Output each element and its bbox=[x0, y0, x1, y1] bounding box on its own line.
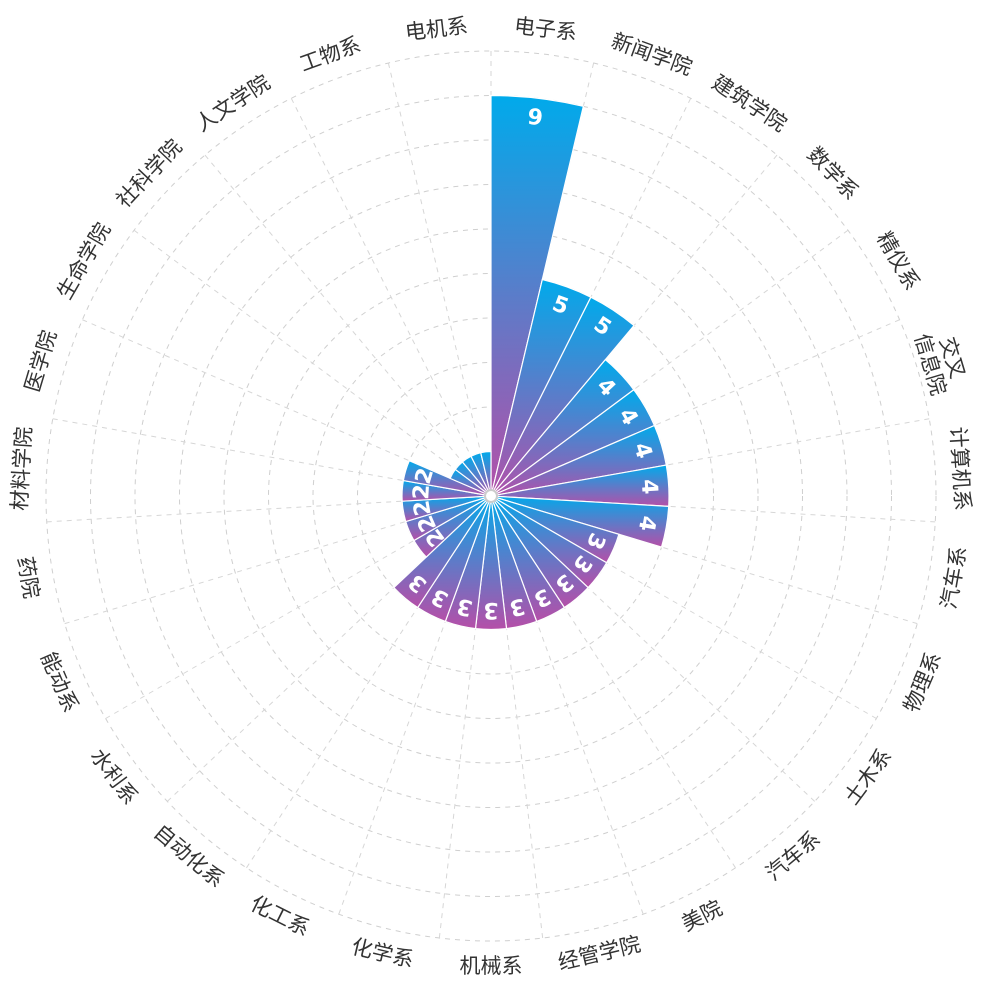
category-label: 生命学院 bbox=[53, 219, 116, 304]
grid-ring bbox=[223, 228, 759, 764]
sector-bar[interactable] bbox=[393, 495, 492, 609]
grid-spoke bbox=[290, 98, 492, 497]
category-label: 精仪系 bbox=[872, 228, 924, 295]
category-label: 物理系 bbox=[899, 648, 946, 715]
category-label: 医学院 bbox=[20, 328, 61, 395]
data-label: 3 bbox=[483, 597, 498, 622]
category-label: 电机系 bbox=[404, 14, 469, 45]
category-label: 土木系 bbox=[840, 744, 897, 809]
category-label: 经管学院 bbox=[556, 932, 643, 975]
category-label: 能动系 bbox=[36, 648, 83, 715]
grid-ring bbox=[45, 50, 937, 942]
category-label: 建筑学院 bbox=[708, 70, 791, 136]
data-label: 2 bbox=[411, 465, 439, 487]
data-label: 2 bbox=[409, 484, 435, 501]
center-marker bbox=[484, 489, 498, 503]
data-label: 4 bbox=[636, 478, 662, 495]
category-label: 药院 bbox=[13, 555, 44, 601]
data-label: 4 bbox=[633, 514, 660, 533]
category-label: 汽车系 bbox=[937, 545, 972, 611]
category-label: 化学系 bbox=[349, 934, 416, 972]
sector-bar[interactable] bbox=[490, 296, 635, 497]
category-label: 水利系 bbox=[86, 744, 143, 809]
category-label: 材料学院 bbox=[7, 426, 36, 511]
category-label: 社科学院 bbox=[112, 135, 187, 213]
grid-spoke bbox=[133, 229, 492, 497]
sector-bar[interactable] bbox=[480, 450, 492, 497]
data-label: 3 bbox=[507, 592, 528, 620]
grid-spoke bbox=[387, 62, 492, 497]
category-label: 工物系 bbox=[297, 32, 364, 76]
grid-ring bbox=[90, 95, 892, 897]
grid-ring bbox=[179, 184, 803, 808]
grid-ring bbox=[268, 273, 714, 719]
category-label: 人文学院 bbox=[191, 70, 274, 136]
sector-bar[interactable] bbox=[490, 94, 585, 497]
data-label: 9 bbox=[526, 105, 544, 132]
category-label: 自动化系 bbox=[149, 820, 229, 892]
grid-ring bbox=[134, 139, 848, 853]
sector-group bbox=[393, 94, 670, 631]
category-label: 电子系 bbox=[513, 14, 578, 45]
category-label: 汽车系 bbox=[761, 827, 825, 886]
data-label: 4 bbox=[628, 440, 656, 462]
data-label: 2 bbox=[409, 498, 436, 517]
category-label: 机械系 bbox=[460, 954, 523, 978]
category-label: 美院 bbox=[678, 896, 726, 936]
category-label: 计算机系 bbox=[946, 426, 975, 511]
category-label: 数学系 bbox=[803, 142, 864, 204]
grid-spoke bbox=[204, 154, 492, 497]
category-label: 交叉信息院 bbox=[910, 324, 973, 398]
category-label: 新闻学院 bbox=[608, 29, 695, 80]
data-label: 3 bbox=[454, 592, 475, 620]
category-label: 化工系 bbox=[247, 891, 314, 941]
